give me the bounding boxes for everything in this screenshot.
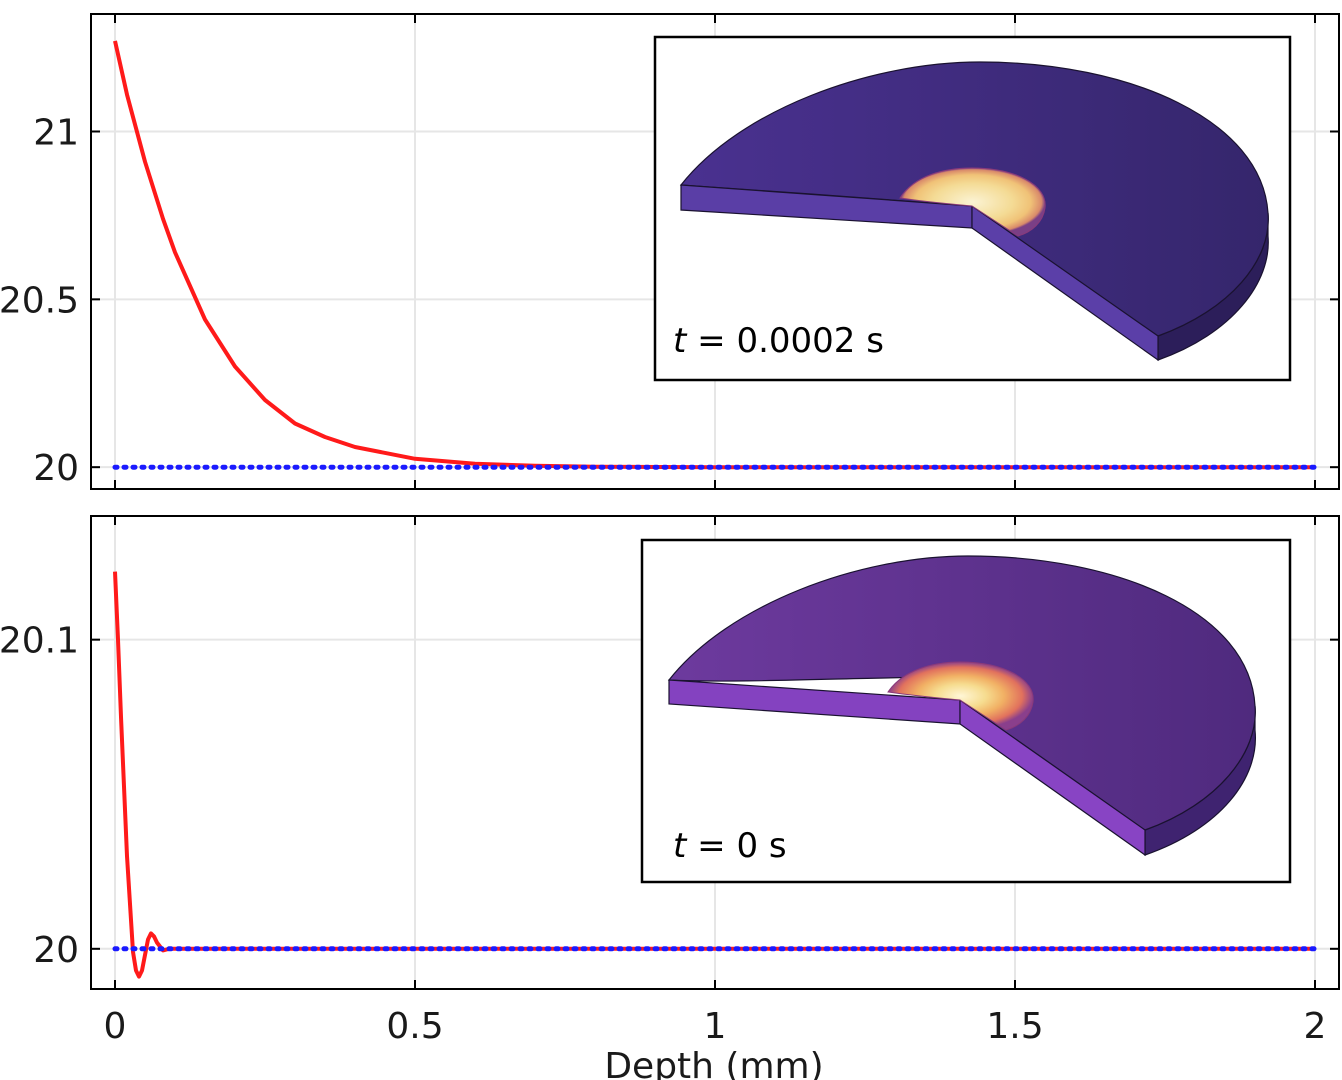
top-ytick-label-0: 20 (33, 448, 79, 489)
top-inset-time-var: t (673, 321, 688, 361)
top-inset: t = 0.0002 s (653, 35, 1292, 382)
top-inset-time-label: t = 0.0002 s (673, 321, 884, 361)
x-tick-label-2: 1 (704, 1006, 727, 1047)
top-ytick-label-1: 20.5 (0, 280, 79, 321)
disk-render-early (679, 61, 1269, 362)
bottom-inset: t = 0 s (640, 538, 1292, 884)
x-tick-label-1: 0.5 (386, 1006, 443, 1047)
top-inset-time-value: = 0.0002 s (686, 321, 884, 361)
bottom-series (112, 571, 1318, 979)
bottom-plot-frame (90, 515, 1340, 990)
top-plot-frame (90, 13, 1340, 490)
x-axis-title: Depth (mm) (604, 1046, 823, 1080)
x-tick-label-4: 2 (1304, 1006, 1327, 1047)
x-tick-label-0: 0 (104, 1006, 127, 1047)
bottom-inset-time-value: = 0 s (686, 826, 786, 866)
bottom-ytick-label-0: 20 (33, 930, 79, 971)
bottom-ytick-label-1: 20.1 (0, 621, 79, 662)
bottom-inset-time-label: t = 0 s (673, 826, 787, 866)
top-series (112, 40, 1318, 470)
top-series-red-line (113, 40, 1315, 470)
x-tick-label-3: 1.5 (986, 1006, 1043, 1047)
bottom-tick-labels: 20 20.1 (0, 621, 79, 971)
bottom-ticks (91, 516, 1339, 989)
disk-render-initial (667, 555, 1256, 857)
top-ytick-label-2: 21 (33, 112, 79, 153)
x-tick-labels: 0 0.5 1 1.5 2 (104, 1006, 1327, 1047)
bottom-panel: 20 20.1 t = 0 s (0, 515, 1340, 990)
bottom-inset-time-var: t (673, 826, 688, 866)
top-panel: 20 20.5 21 t = 0.0002 s (0, 13, 1340, 490)
top-ticks (91, 14, 1339, 489)
top-tick-labels: 20 20.5 21 (0, 112, 79, 489)
